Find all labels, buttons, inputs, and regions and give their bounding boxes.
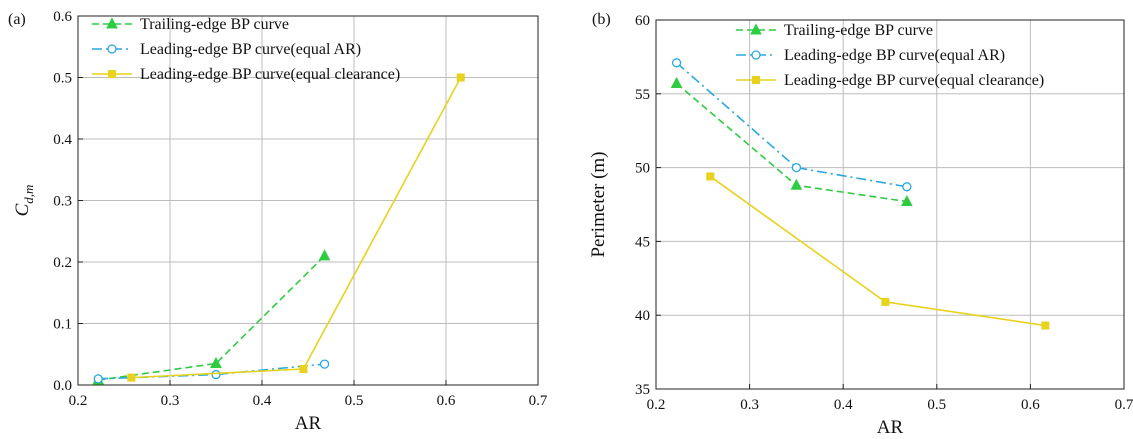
x-tick-label: 0.4 [253, 393, 272, 409]
x-tick-label: 0.7 [529, 393, 548, 409]
series-1 [670, 76, 913, 207]
legend-label: Leading-edge BP curve(equal AR) [784, 47, 1005, 64]
plot-frame [655, 19, 1125, 390]
legend-label: Trailing-edge BP curve [140, 16, 289, 33]
series-line [131, 77, 462, 379]
y-axis-label: Cd,m [12, 185, 36, 217]
legend-marker [107, 44, 117, 54]
x-tick-label: 0.6 [1021, 397, 1040, 413]
chart-panel-a: (a) 0.2 0.3 0.4 0.5 0.6 0.7 0.0 0.1 0.2 0.3 0.4 0.5 0… [8, 9, 548, 434]
x-tick-label: 0.2 [647, 397, 666, 413]
x-tick-label: 0.6 [437, 393, 456, 409]
series-2 [93, 359, 330, 384]
y-tick-label: 0.2 [53, 255, 72, 271]
x-tick-label: 0.2 [69, 393, 88, 409]
y-tick-label: 0.5 [53, 71, 72, 87]
data-point [318, 249, 331, 261]
x-tick-label: 0.5 [345, 393, 364, 409]
panel-label: (a) [8, 11, 26, 28]
data-point [299, 365, 308, 374]
series-2 [671, 58, 912, 192]
legend-marker [751, 50, 761, 60]
y-tick-label: 55 [635, 87, 650, 103]
data-point [456, 73, 465, 82]
data-point [791, 162, 802, 173]
legend-marker [108, 70, 116, 78]
chart-panel-b: (b) 0.2 0.3 0.4 0.5 0.6 0.7 35 40 45 50 55 60 AR Perim… [588, 11, 1133, 438]
y-tick-label: 40 [635, 308, 650, 324]
y-tick-label: 0.0 [53, 378, 72, 394]
series-line [709, 175, 1046, 327]
data-point [670, 76, 683, 88]
data-point [902, 182, 912, 192]
legend-marker [750, 23, 762, 35]
x-tick-label: 0.7 [1115, 397, 1133, 413]
y-axis-label: Perimeter (m) [588, 151, 609, 257]
data-point [1041, 321, 1050, 330]
data-point [93, 374, 103, 384]
data-point [671, 58, 682, 68]
series-1 [92, 249, 331, 385]
x-axis-label: AR [877, 417, 904, 438]
data-point [706, 172, 715, 181]
data-point [211, 369, 221, 380]
panel-label: (b) [592, 11, 611, 28]
legend-label: Trailing-edge BP curve [784, 22, 933, 39]
data-point [127, 373, 136, 382]
series-line [98, 255, 326, 381]
y-tick-label: 0.1 [53, 317, 72, 333]
legend-label: Leading-edge BP curve(equal clearance) [140, 66, 400, 83]
data-point [319, 359, 330, 369]
legend: Trailing-edge BP curve Leading-edge BP cu… [92, 16, 400, 83]
legend: Trailing-edge BP curve Leading-edge BP cu… [736, 22, 1044, 89]
data-point [790, 178, 803, 190]
y-tick-label: 0.6 [53, 9, 72, 25]
x-tick-label: 0.3 [161, 393, 180, 409]
y-tick-label: 60 [635, 13, 650, 29]
legend-label: Leading-edge BP curve(equal clearance) [784, 72, 1044, 89]
legend-label: Leading-edge BP curve(equal AR) [140, 41, 361, 58]
series-line [676, 82, 907, 203]
data-point [210, 356, 222, 368]
data-point [901, 194, 913, 207]
series-3 [706, 172, 1050, 330]
x-tick-label: 0.3 [740, 397, 759, 413]
series-3 [127, 73, 465, 382]
y-tick-label: 0.3 [53, 194, 72, 210]
legend-marker [106, 17, 118, 29]
x-axis-label: AR [295, 413, 322, 434]
legend-marker [752, 76, 760, 84]
y-tick-label: 45 [635, 234, 650, 250]
x-tick-label: 0.4 [834, 397, 853, 413]
y-tick-label: 0.4 [53, 132, 72, 148]
y-tick-label: 50 [635, 161, 650, 177]
y-tick-label: 35 [635, 382, 650, 398]
data-point [881, 297, 890, 306]
x-tick-label: 0.5 [927, 397, 946, 413]
